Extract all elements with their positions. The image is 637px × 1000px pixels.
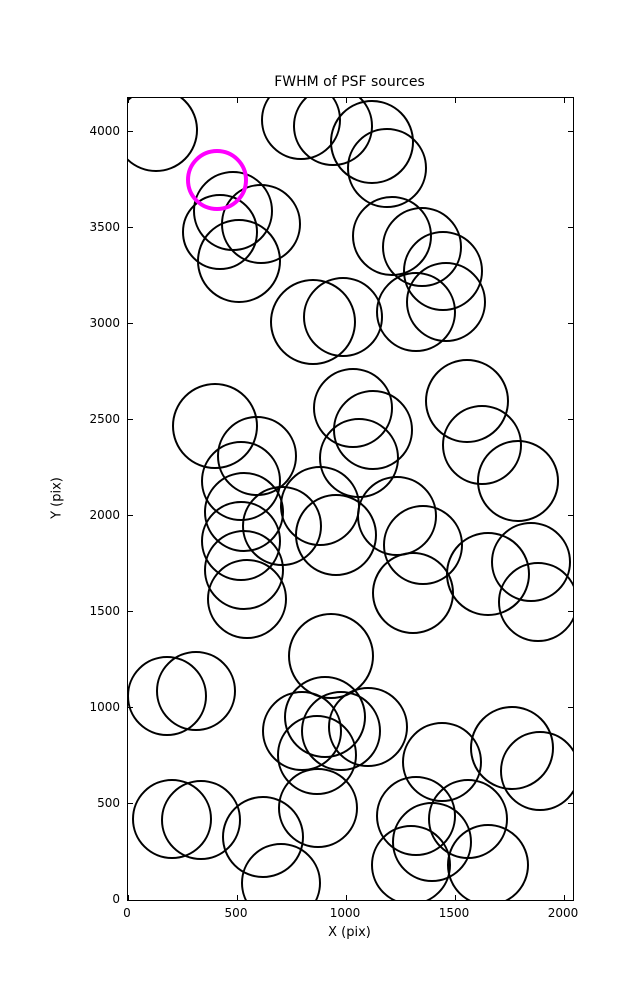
y-tick-right: [568, 131, 573, 133]
y-tick-left: [128, 515, 133, 517]
y-tick-label: 1500: [89, 603, 120, 618]
x-tick-bottom: [345, 895, 347, 900]
y-tick-left: [128, 419, 133, 421]
x-tick-label: 1000: [329, 906, 361, 920]
y-tick-right: [568, 899, 573, 900]
y-tick-left: [128, 323, 133, 325]
y-tick-label: 2500: [89, 411, 120, 426]
psf-circle: [302, 277, 383, 358]
psf-circle: [497, 562, 573, 643]
y-tick-label: 0: [112, 892, 120, 906]
psf-circle: [128, 98, 199, 173]
y-tick-right: [568, 227, 573, 229]
x-tick-label: 500: [224, 906, 248, 920]
psf-circle: [277, 767, 358, 848]
x-tick-label: 2000: [547, 906, 579, 920]
x-tick-bottom: [454, 895, 456, 900]
x-axis-label: X (pix): [328, 925, 371, 940]
x-tick-bottom: [236, 895, 238, 900]
y-tick-right: [568, 419, 573, 421]
psf-circle: [446, 824, 529, 900]
y-tick-label: 1000: [89, 699, 120, 714]
y-tick-label: 4000: [89, 123, 120, 138]
x-tick-top: [563, 98, 565, 103]
y-tick-label: 3000: [89, 315, 120, 330]
psf-circle: [500, 731, 573, 812]
x-tick-top: [454, 98, 456, 103]
y-tick-label: 2000: [89, 507, 120, 522]
y-axis-label: Y (pix): [49, 477, 65, 519]
highlighted-psf-circle: [186, 148, 249, 211]
chart-title: FWHM of PSF sources: [274, 74, 425, 90]
psf-circle: [371, 551, 454, 634]
psf-circle: [206, 558, 287, 639]
y-tick-right: [568, 323, 573, 325]
y-tick-left: [128, 899, 133, 900]
psf-circle: [477, 440, 560, 523]
psf-circle: [155, 650, 236, 731]
y-tick-label: 500: [97, 795, 120, 810]
x-tick-top: [236, 98, 238, 103]
y-tick-right: [568, 707, 573, 709]
y-tick-left: [128, 227, 133, 229]
y-tick-right: [568, 803, 573, 805]
y-tick-right: [568, 515, 573, 517]
psf-circle: [327, 687, 408, 768]
y-tick-left: [128, 611, 133, 613]
psf-circle: [375, 272, 456, 353]
y-tick-left: [128, 803, 133, 805]
x-tick-bottom: [128, 895, 129, 900]
psf-circle: [197, 218, 282, 303]
y-tick-label: 3500: [89, 219, 120, 234]
x-tick-label: 1500: [438, 906, 470, 920]
plot-area: [127, 97, 574, 901]
x-tick-bottom: [563, 895, 565, 900]
x-tick-label: 0: [123, 906, 131, 920]
